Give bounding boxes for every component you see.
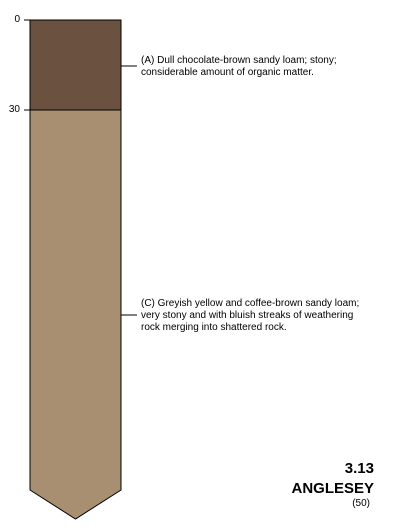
profile-name: ANGLESEY bbox=[291, 480, 374, 497]
profile-code: (50) bbox=[352, 498, 370, 509]
horizon-a-description: (A) Dull chocolate-brown sandy loam; sto… bbox=[141, 55, 337, 78]
depth-label-boundary: 30 bbox=[8, 104, 20, 115]
depth-label-top: 0 bbox=[14, 14, 20, 25]
horizon-a-layer bbox=[29, 19, 122, 111]
horizon-c-description: (C) Greyish yellow and coffee-brown sand… bbox=[141, 298, 360, 333]
profile-number: 3.13 bbox=[344, 460, 374, 477]
horizon-c-layer bbox=[29, 109, 122, 520]
